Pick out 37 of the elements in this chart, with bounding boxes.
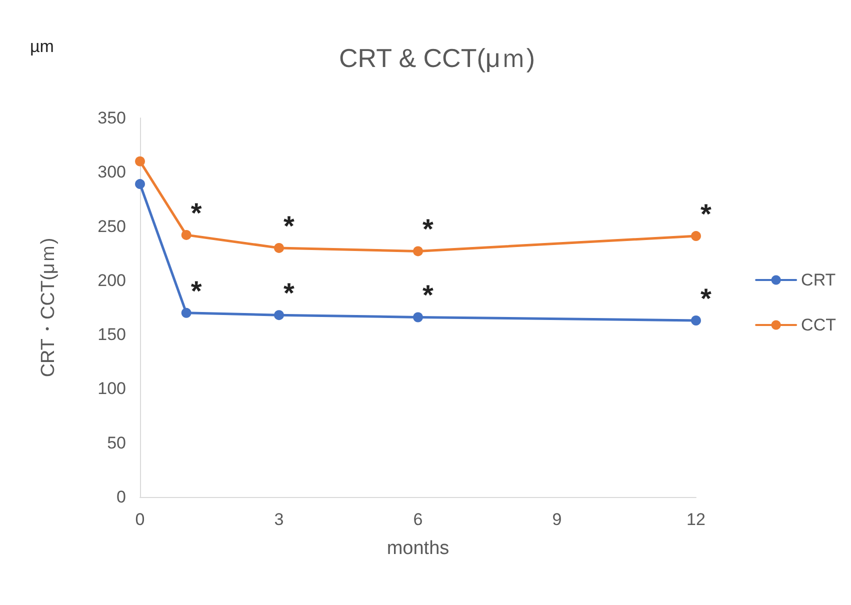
point: [181, 308, 192, 318]
y-tick-label: 350: [98, 108, 126, 128]
annotation: *: [422, 280, 434, 311]
point: [413, 312, 423, 322]
x-tick-label: 12: [686, 510, 706, 529]
point: [691, 315, 701, 326]
annotation: *: [190, 197, 202, 228]
point: [691, 231, 701, 242]
y-tick-label: 50: [107, 433, 126, 452]
legend-label: CRT: [801, 270, 836, 290]
point: [274, 310, 284, 320]
x-axis-title: months: [386, 538, 450, 559]
legend-label: CCT: [801, 316, 836, 334]
y-tick-label: 150: [98, 325, 126, 344]
annotation: *: [284, 210, 295, 242]
annotation: *: [700, 282, 712, 314]
point: [181, 230, 192, 240]
y-axis-title: CRT・CCT(μｍ): [38, 238, 59, 378]
text: µm: [30, 37, 54, 56]
point: [135, 179, 145, 190]
chart-title: CRT & CCT(μｍ): [338, 43, 536, 73]
y-tick-label: 250: [98, 216, 126, 236]
point: [135, 156, 145, 166]
x-tick-label: 9: [552, 510, 562, 529]
point: [413, 246, 423, 256]
point: [274, 242, 284, 253]
y-tick-label: 200: [98, 270, 126, 290]
y-tick-label: 300: [98, 162, 126, 182]
x-tick-label: 0: [135, 510, 145, 529]
y-tick-label: 0: [116, 488, 126, 506]
annotation: *: [284, 278, 295, 309]
annotation: *: [190, 275, 202, 306]
annotation: *: [700, 198, 712, 230]
x-tick-label: 3: [274, 510, 284, 529]
annotation: *: [422, 214, 434, 245]
y-tick-label: 100: [98, 379, 126, 398]
x-tick-label: 6: [413, 510, 423, 529]
